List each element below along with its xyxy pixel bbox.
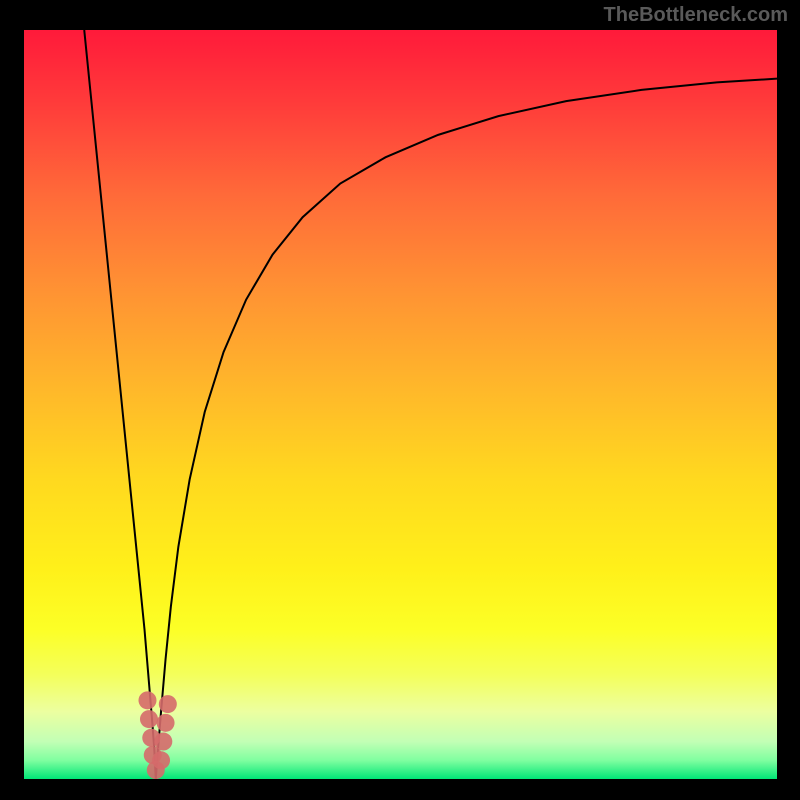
chart-container: TheBottleneck.com [0,0,800,800]
marker-group [138,691,176,779]
curve-layer [24,30,777,779]
curve-marker [157,714,175,732]
plot-area [24,30,777,779]
curve-marker [138,691,156,709]
curve-marker [140,710,158,728]
bottleneck-curve [84,30,777,779]
curve-marker [159,695,177,713]
curve-marker [152,751,170,769]
curve-marker [154,733,172,751]
attribution-text: TheBottleneck.com [604,4,788,27]
